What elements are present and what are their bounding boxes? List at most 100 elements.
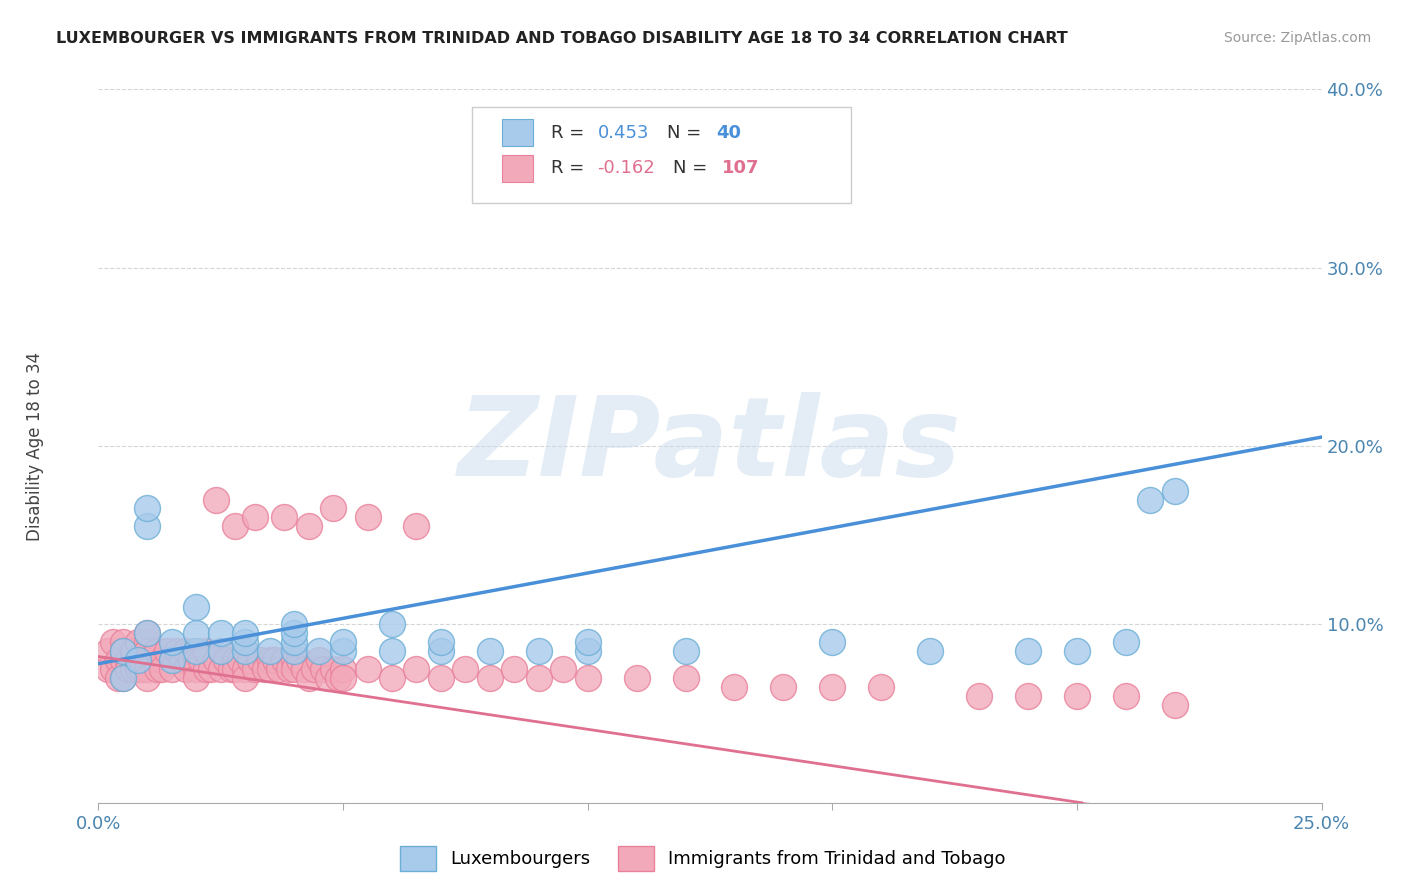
- Point: [127, 662, 149, 676]
- Point: [1017, 644, 1039, 658]
- Point: [259, 644, 281, 658]
- Text: Disability Age 18 to 34: Disability Age 18 to 34: [27, 351, 44, 541]
- Point: [322, 501, 344, 516]
- Point: [209, 662, 232, 676]
- Text: 107: 107: [723, 160, 759, 178]
- Text: Source: ZipAtlas.com: Source: ZipAtlas.com: [1223, 31, 1371, 45]
- Point: [283, 626, 305, 640]
- Point: [626, 671, 648, 685]
- Point: [430, 671, 453, 685]
- Point: [170, 653, 193, 667]
- Point: [156, 644, 179, 658]
- Point: [205, 492, 228, 507]
- Point: [97, 644, 120, 658]
- Point: [107, 653, 129, 667]
- Point: [111, 644, 134, 658]
- Point: [332, 662, 354, 676]
- Point: [1066, 644, 1088, 658]
- Point: [405, 662, 427, 676]
- Point: [283, 644, 305, 658]
- Point: [259, 662, 281, 676]
- Point: [186, 653, 208, 667]
- Point: [675, 671, 697, 685]
- Text: N =: N =: [673, 160, 713, 178]
- Point: [209, 626, 232, 640]
- Point: [283, 635, 305, 649]
- Point: [117, 653, 139, 667]
- Point: [527, 671, 550, 685]
- Point: [195, 662, 218, 676]
- Point: [478, 671, 501, 685]
- Point: [121, 662, 143, 676]
- Point: [186, 644, 208, 658]
- Point: [150, 662, 173, 676]
- Point: [405, 519, 427, 533]
- Point: [243, 510, 266, 524]
- Point: [576, 644, 599, 658]
- Point: [186, 644, 208, 658]
- Point: [821, 680, 844, 694]
- Point: [1066, 689, 1088, 703]
- Point: [205, 653, 228, 667]
- Point: [111, 671, 134, 685]
- Point: [233, 635, 256, 649]
- Point: [269, 662, 291, 676]
- Point: [821, 635, 844, 649]
- Point: [219, 662, 242, 676]
- Point: [356, 662, 378, 676]
- Point: [283, 662, 305, 676]
- Point: [576, 635, 599, 649]
- Point: [101, 635, 124, 649]
- Point: [1164, 483, 1187, 498]
- Point: [233, 644, 256, 658]
- Point: [233, 662, 256, 676]
- Point: [675, 644, 697, 658]
- Point: [273, 653, 295, 667]
- Legend: , : ,: [576, 98, 648, 182]
- Point: [381, 671, 404, 685]
- Text: N =: N =: [668, 124, 707, 142]
- FancyBboxPatch shape: [471, 107, 851, 203]
- Point: [127, 635, 149, 649]
- Point: [328, 671, 350, 685]
- Point: [136, 671, 159, 685]
- Point: [302, 662, 325, 676]
- Point: [920, 644, 942, 658]
- Point: [263, 653, 285, 667]
- Point: [312, 662, 335, 676]
- Point: [298, 519, 321, 533]
- Point: [136, 626, 159, 640]
- Point: [288, 653, 311, 667]
- Point: [117, 662, 139, 676]
- Point: [870, 680, 893, 694]
- Point: [176, 662, 198, 676]
- Point: [283, 617, 305, 632]
- Point: [318, 671, 340, 685]
- Point: [772, 680, 794, 694]
- Point: [186, 662, 208, 676]
- Point: [136, 519, 159, 533]
- Point: [1115, 635, 1137, 649]
- Point: [253, 662, 276, 676]
- Text: 40: 40: [716, 124, 741, 142]
- Point: [233, 626, 256, 640]
- Point: [430, 635, 453, 649]
- Point: [1139, 492, 1161, 507]
- Point: [111, 653, 134, 667]
- Point: [186, 626, 208, 640]
- Point: [292, 662, 315, 676]
- Point: [322, 662, 344, 676]
- Point: [127, 653, 149, 667]
- Point: [278, 662, 301, 676]
- Point: [160, 653, 183, 667]
- Point: [308, 653, 330, 667]
- Point: [209, 644, 232, 658]
- Point: [332, 671, 354, 685]
- Point: [576, 671, 599, 685]
- Point: [195, 644, 218, 658]
- Point: [186, 671, 208, 685]
- Point: [136, 662, 159, 676]
- Legend: Luxembourgers, Immigrants from Trinidad and Tobago: Luxembourgers, Immigrants from Trinidad …: [392, 838, 1014, 879]
- Bar: [502, 120, 533, 146]
- Point: [136, 635, 159, 649]
